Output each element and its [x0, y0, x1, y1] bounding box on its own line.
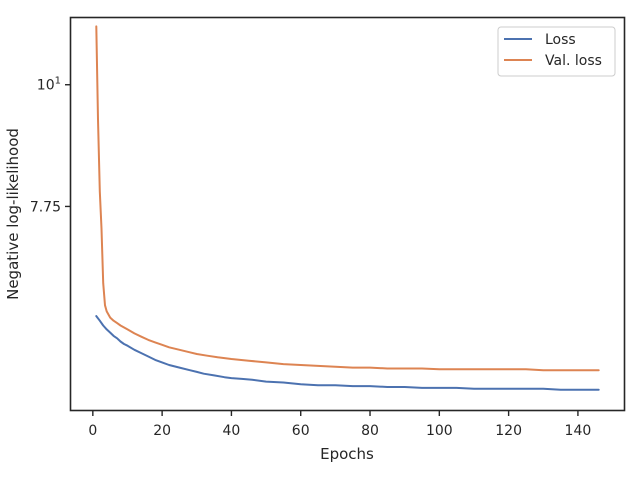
plot-layer — [95, 25, 600, 391]
x-tick-label: 140 — [565, 423, 592, 439]
series-line-1 — [95, 315, 600, 391]
x-tick-label: 40 — [223, 423, 241, 439]
legend-label-2: Val. loss — [545, 53, 602, 69]
x-tick-label: 120 — [495, 423, 522, 439]
y-tick-label: 101 — [37, 76, 61, 94]
legend-label-1: Loss — [545, 32, 576, 48]
x-tick-label: 20 — [153, 423, 171, 439]
x-tick-label: 0 — [88, 423, 97, 439]
x-tick-label: 60 — [292, 423, 310, 439]
axis-layer: 0 20 40 60 80 100 120 140 7.75 101 — [30, 76, 591, 439]
x-tick-label: 80 — [361, 423, 379, 439]
x-tick-label: 100 — [426, 423, 453, 439]
x-axis-label: Epochs — [320, 445, 374, 463]
legend: Loss Val. loss — [497, 26, 616, 77]
y-tick-label: 7.75 — [30, 199, 61, 215]
y-axis-label: Negative log-likelihood — [4, 128, 22, 300]
series-line-2 — [95, 25, 600, 372]
plot-frame — [69, 16, 626, 412]
